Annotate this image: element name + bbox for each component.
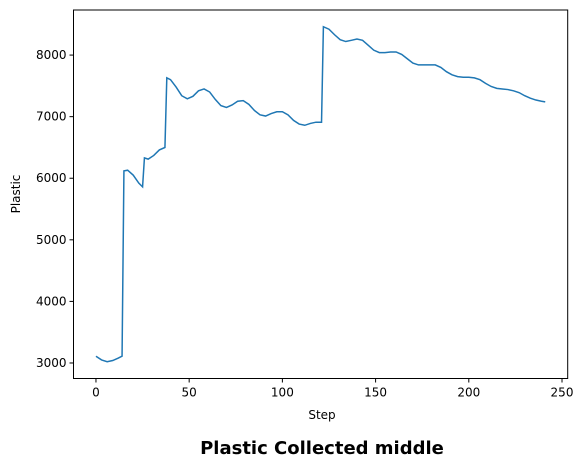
x-tick-label: 250 xyxy=(551,386,574,400)
x-tick-label: 50 xyxy=(182,386,197,400)
y-tick-label: 6000 xyxy=(36,171,67,185)
y-tick-label: 7000 xyxy=(36,110,67,124)
y-tick-label: 5000 xyxy=(36,233,67,247)
chart-title: Plastic Collected middle xyxy=(200,438,444,459)
x-tick-label: 150 xyxy=(364,386,387,400)
y-tick-label: 3000 xyxy=(36,356,67,370)
y-axis-label: Plastic xyxy=(9,175,23,214)
y-tick-label: 8000 xyxy=(36,48,67,62)
x-axis-label: Step xyxy=(308,408,335,422)
y-tick-label: 4000 xyxy=(36,294,67,308)
axes-frame xyxy=(73,9,569,379)
data-line xyxy=(95,25,546,363)
x-tick-label: 200 xyxy=(457,386,480,400)
x-tick-label: 0 xyxy=(92,386,100,400)
x-tick-label: 100 xyxy=(271,386,294,400)
